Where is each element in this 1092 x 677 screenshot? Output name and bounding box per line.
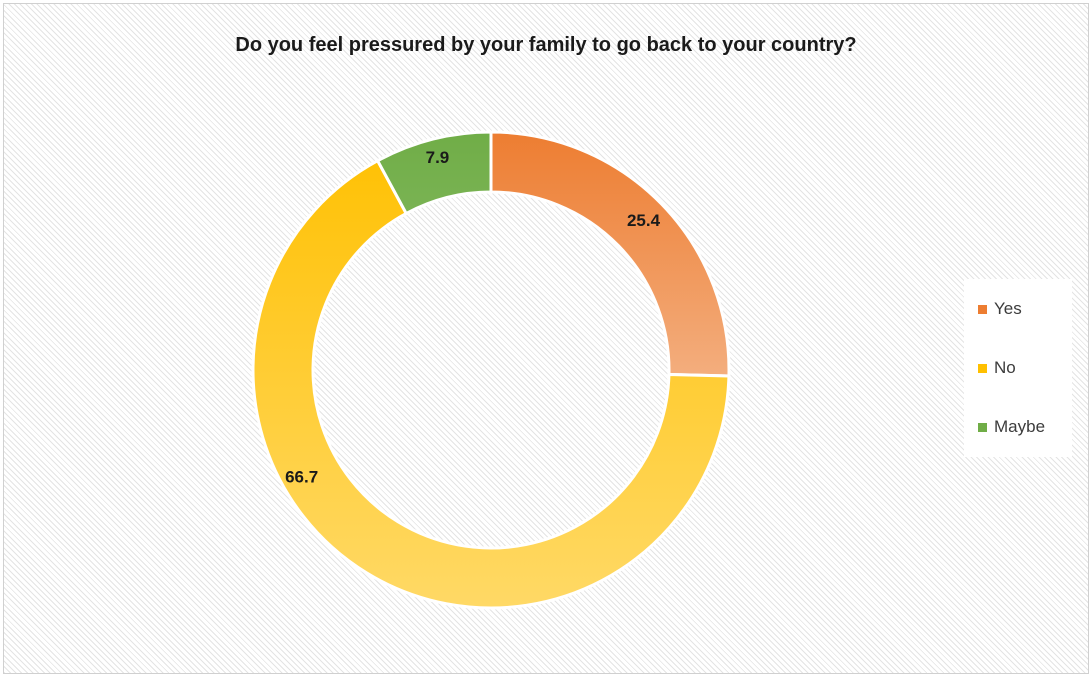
- legend-label-yes: Yes: [994, 299, 1022, 318]
- legend-swatch-yes: [978, 304, 987, 314]
- chart-legend: Yes No Maybe: [964, 279, 1072, 457]
- donut-slice-maybe: [375, 130, 493, 216]
- chart-title: Do you feel pressured by your family to …: [235, 34, 857, 56]
- legend-label-no: No: [994, 358, 1016, 377]
- donut-slice-yes: [489, 130, 731, 378]
- legend-label-maybe: Maybe: [994, 417, 1046, 436]
- data-label-no: 66.7: [285, 467, 318, 486]
- legend-item-no: No: [978, 356, 1016, 380]
- data-label-maybe: 7.9: [426, 148, 450, 167]
- legend-item-yes: Yes: [978, 297, 1022, 321]
- legend-swatch-maybe: [978, 422, 987, 432]
- data-label-yes: 25.4: [627, 211, 661, 230]
- legend-item-maybe: Maybe: [978, 415, 1045, 439]
- legend-swatch-no: [978, 363, 987, 373]
- chart-area: [3, 3, 1089, 674]
- donut-slice-no: [251, 158, 731, 610]
